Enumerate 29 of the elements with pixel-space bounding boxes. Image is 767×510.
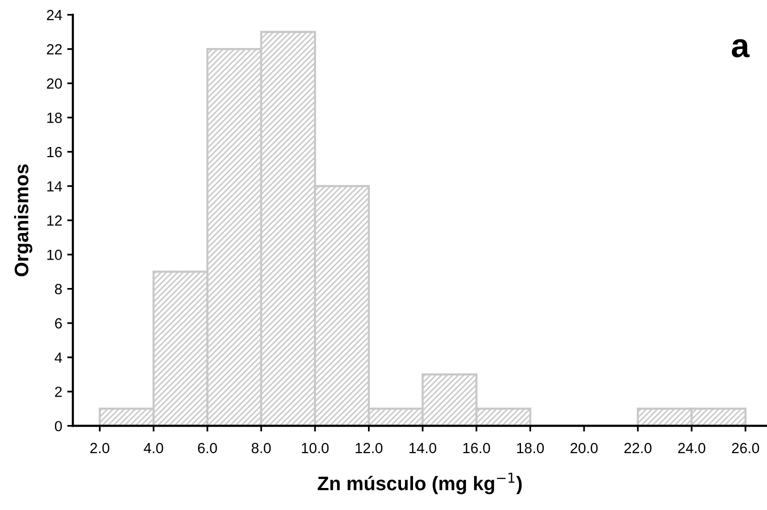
y-tick-label: 18 — [47, 112, 62, 123]
x-axis-title: Zn músculo (mg kg$^{−1}$) — [318, 472, 522, 494]
x-tick-label: 8.0 — [252, 442, 271, 454]
x-tick-label: 16.0 — [463, 442, 490, 454]
y-tick-label: 16 — [47, 146, 62, 158]
x-tick-label: 6.0 — [198, 442, 217, 454]
y-tick-label: 24 — [46, 10, 62, 20]
y-tick-label: 12 — [47, 215, 62, 226]
x-tick-label: 24.0 — [678, 442, 706, 454]
x-tick-label: 26.0 — [732, 442, 760, 454]
y-tick-label: 22 — [46, 44, 62, 54]
y-tick-label: 14 — [47, 181, 62, 192]
y-tick-label: 8 — [54, 284, 62, 294]
x-tick-label: 2.0 — [90, 442, 110, 454]
y-axis-title: Organismos — [14, 164, 32, 276]
x-tick-label: 22.0 — [624, 442, 652, 454]
x-tick-label: 12.0 — [356, 442, 382, 454]
x-tick-label: 4.0 — [144, 442, 164, 454]
y-tick-label: 20 — [46, 78, 62, 89]
y-tick-label: 6 — [55, 318, 62, 329]
x-tick-label: 20.0 — [570, 442, 598, 454]
y-tick-label: 0 — [54, 420, 62, 432]
x-tick-label: 18.0 — [517, 442, 544, 454]
y-tick-label: 4 — [54, 352, 62, 363]
y-tick-label: 2 — [55, 386, 62, 397]
annotation: a — [732, 39, 750, 58]
y-tick-label: 10 — [47, 250, 62, 260]
x-tick-label: 14.0 — [410, 442, 436, 454]
x-tick-label: 10.0 — [302, 442, 329, 454]
